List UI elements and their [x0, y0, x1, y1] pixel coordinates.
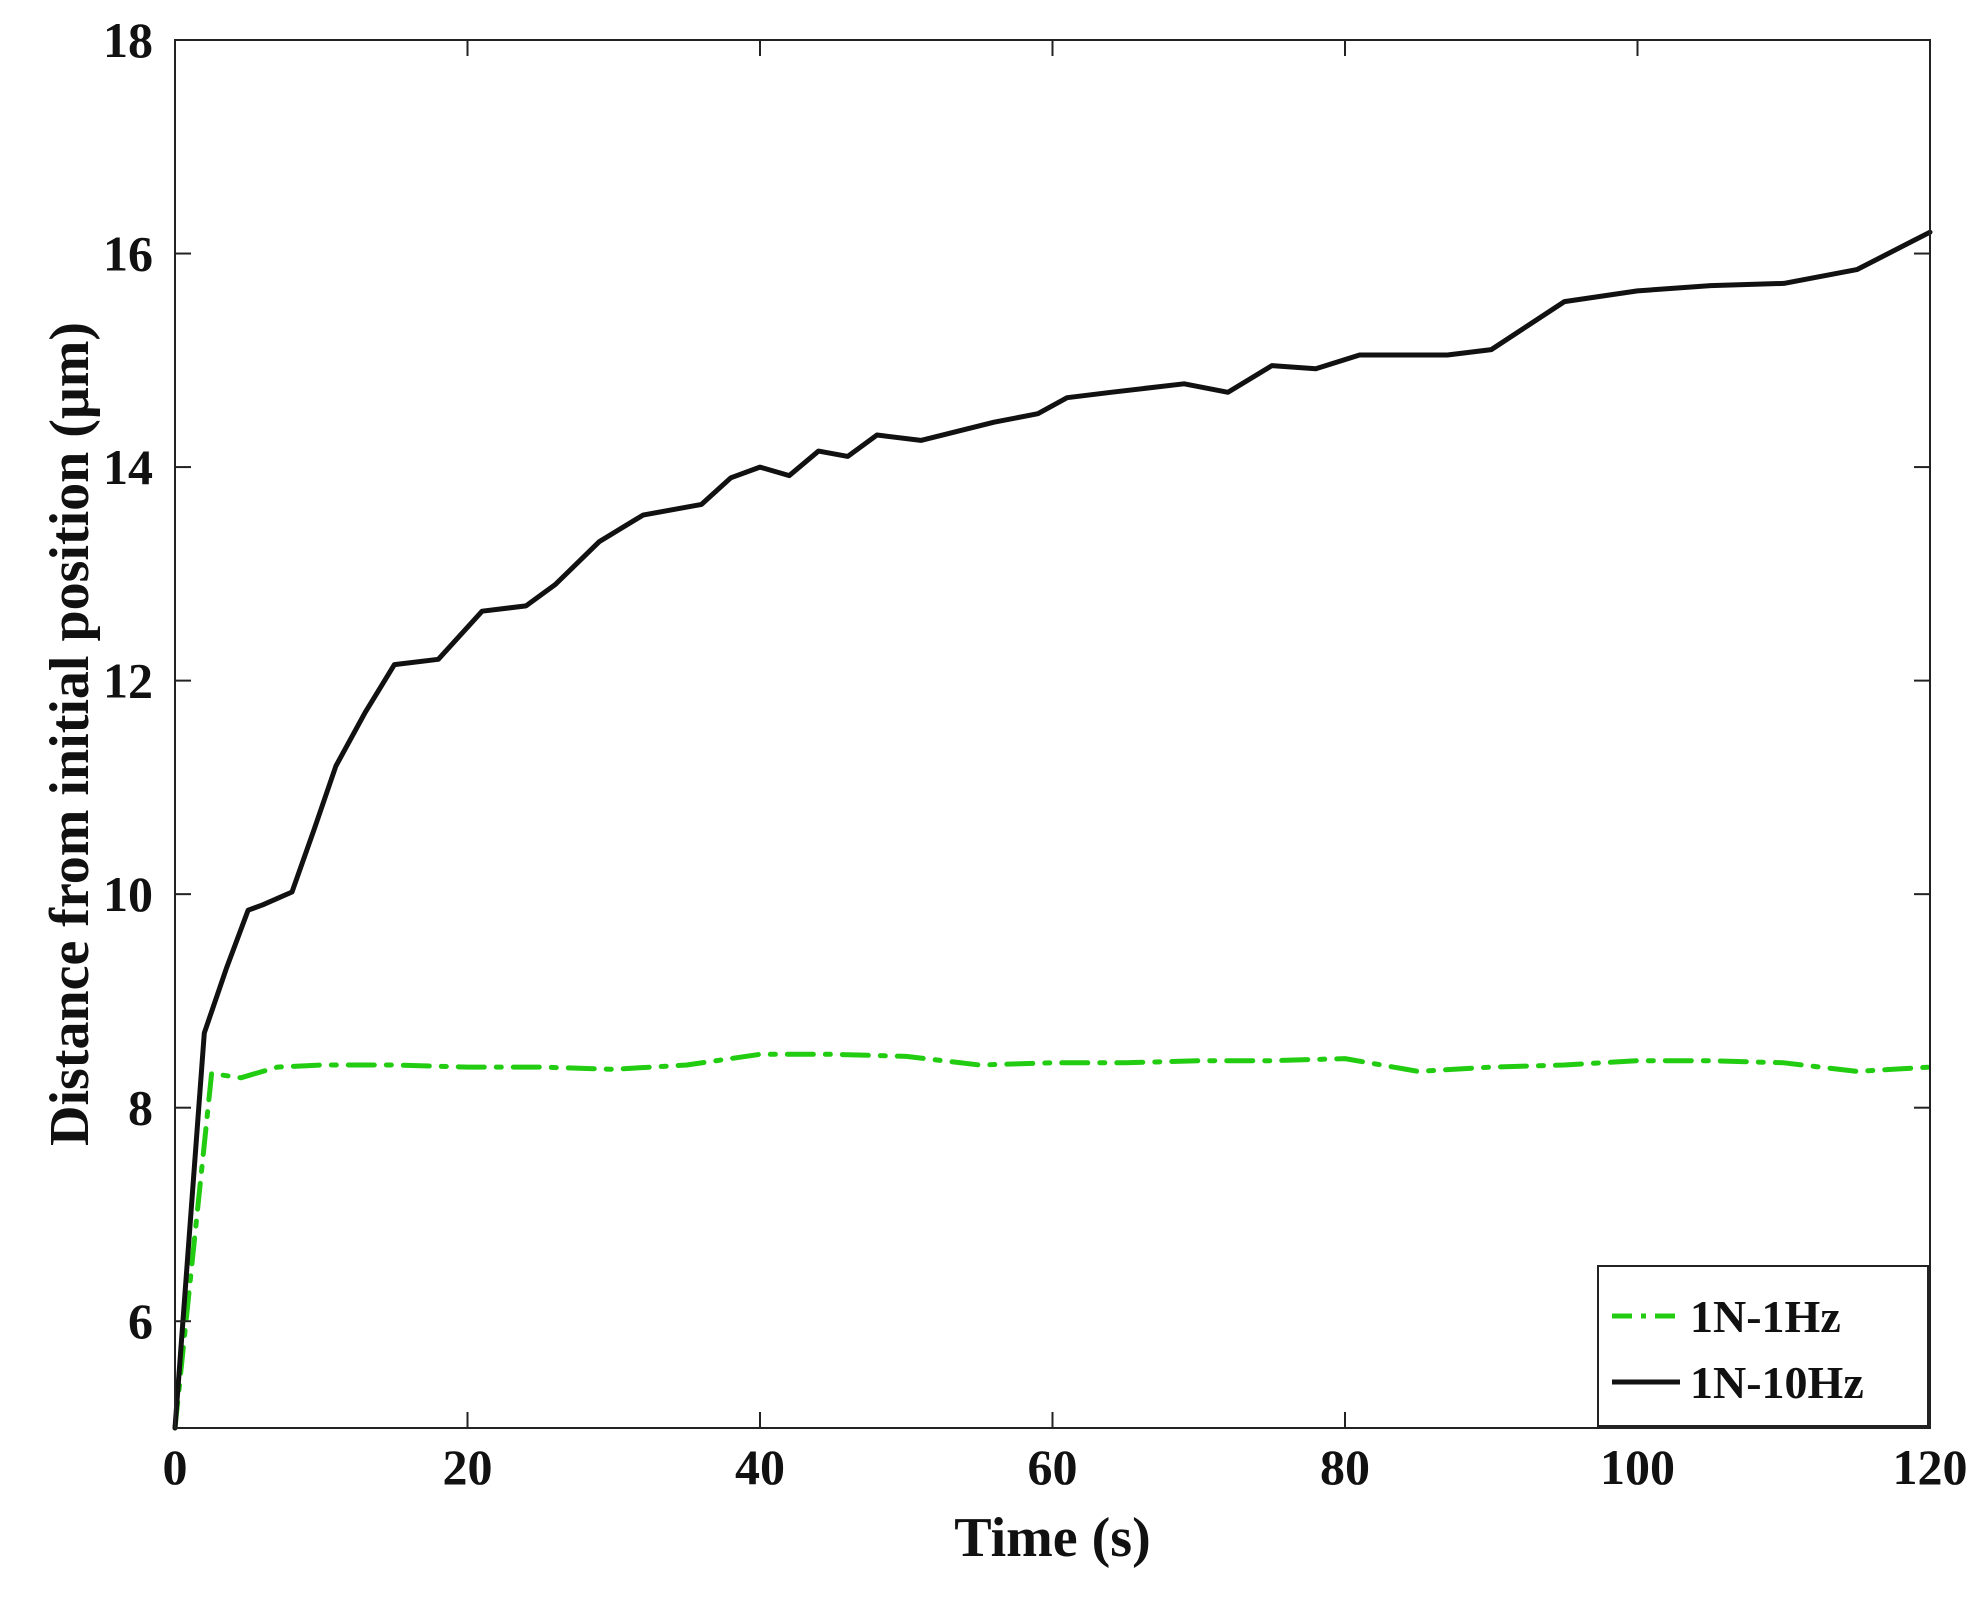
series-line-1n-10hz — [172, 229, 1933, 1431]
y-tick-label: 14 — [103, 439, 153, 495]
x-tick-label: 80 — [1320, 1439, 1370, 1495]
x-tick-label: 100 — [1600, 1439, 1675, 1495]
legend-label: 1N-1Hz — [1690, 1291, 1841, 1342]
series-line-1n-1hz — [172, 1051, 1933, 1431]
y-tick-label: 8 — [128, 1080, 153, 1136]
x-tick-label: 20 — [443, 1439, 493, 1495]
y-tick-label: 6 — [128, 1293, 153, 1349]
y-tick-label: 18 — [103, 12, 153, 68]
x-axis-label: Time (s) — [954, 1507, 1151, 1569]
ticks-layer: 0 20 40 60 80 100 120 6 8 10 12 14 16 18 — [103, 12, 1968, 1495]
legend-label: 1N-10Hz — [1690, 1357, 1864, 1408]
series-layer — [172, 229, 1933, 1431]
x-tick-label: 60 — [1028, 1439, 1078, 1495]
x-tick-label: 120 — [1893, 1439, 1968, 1495]
y-tick-label: 12 — [103, 653, 153, 709]
y-axis-label: Distance from initial position (μm) — [39, 322, 101, 1146]
legend: 1N-1Hz 1N-10Hz — [1597, 1265, 1929, 1427]
y-tick-label: 10 — [103, 866, 153, 922]
x-tick-label: 40 — [735, 1439, 785, 1495]
legend-box — [1597, 1265, 1929, 1427]
x-tick-label: 0 — [163, 1439, 188, 1495]
y-tick-label: 16 — [103, 226, 153, 282]
